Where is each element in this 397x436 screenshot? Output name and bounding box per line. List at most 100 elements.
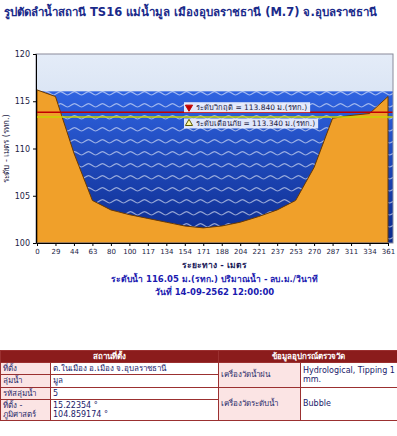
warning-label: ระดับเตือนภัย = 113.340 ม.(รทก.) <box>196 119 315 128</box>
x-tick: 117 <box>142 243 155 256</box>
x-tick-label: 80 <box>107 248 116 256</box>
x-tick-mark <box>296 243 297 246</box>
warning-line <box>36 116 393 118</box>
x-tick-mark <box>333 243 334 246</box>
x-tick: 29 <box>52 243 61 256</box>
x-tick-label: 334 <box>363 248 377 256</box>
x-tick-mark <box>111 243 112 246</box>
device-value: Hydrological, Tipping 1 mm. <box>301 363 397 387</box>
x-tick-mark <box>240 243 241 246</box>
y-tick-mark <box>33 243 36 244</box>
row-value: มูล <box>51 375 219 387</box>
x-tick-label: 311 <box>345 248 358 256</box>
x-tick-mark <box>351 243 352 246</box>
critical-label-group: ระดับวิกฤติ = 113.840 ม.(รทก.) <box>184 102 310 112</box>
y-axis: 100 105 110 115 120 <box>15 50 37 248</box>
warning-label-bg <box>184 118 318 128</box>
y-tick-label: 100 <box>15 239 30 248</box>
x-tick-mark <box>277 243 278 246</box>
row-label: ที่ตั้ง - ภูมิศาสตร์ <box>1 399 51 420</box>
x-tick-label: 44 <box>70 248 79 256</box>
x-tick: 253 <box>289 243 302 256</box>
x-tick-label: 287 <box>326 248 339 256</box>
x-tick-mark <box>185 243 186 246</box>
x-tick: 0 <box>35 243 39 256</box>
device-label: เครื่องวัดน้ำฝน <box>219 363 301 387</box>
y-tick: 115 <box>15 97 36 106</box>
x-tick-label: 154 <box>179 248 193 256</box>
y-tick: 120 <box>15 50 36 59</box>
x-tick: 311 <box>345 243 358 256</box>
x-tick-mark <box>203 243 204 246</box>
device-value: Bubble <box>301 387 397 421</box>
row-value-text: มูล <box>53 376 63 385</box>
y-tick-mark <box>33 101 36 102</box>
x-tick: 171 <box>197 243 210 256</box>
row-value: 15.22354 °104.859174 ° <box>51 399 219 420</box>
critical-label: ระดับวิกฤติ = 113.840 ม.(รทก.) <box>196 103 307 112</box>
x-axis-line <box>38 244 389 247</box>
table-row: รหัสลุ่มน้ำ5เครื่องวัดระดับน้ำBubble <box>1 387 397 399</box>
warning-symbol <box>185 119 192 125</box>
y-tick-label: 105 <box>15 192 30 201</box>
x-tick-label: 361 <box>382 248 395 256</box>
x-tick-mark <box>37 243 38 246</box>
row-value-text: 5 <box>53 389 58 398</box>
y-tick: 105 <box>15 192 36 201</box>
x-tick-label: 117 <box>142 248 155 256</box>
x-tick-label: 100 <box>123 248 136 256</box>
x-tick-mark <box>129 243 130 246</box>
x-tick-mark <box>148 243 149 246</box>
x-tick-label: 63 <box>88 248 97 256</box>
y-tick-label: 110 <box>15 145 30 154</box>
device-label: เครื่องวัดระดับน้ำ <box>219 387 301 421</box>
x-tick-label: 237 <box>271 248 284 256</box>
title: รูปตัดลำน้ำสถานี TS16 แม่น้ำมูล เมืองอุบ… <box>4 3 377 20</box>
x-tick: 80 <box>107 243 116 256</box>
row-value: ต.ในเมือง อ.เมือง จ.อุบลราชธานี <box>51 363 219 375</box>
x-tick-mark <box>370 243 371 246</box>
x-tick-label: 0 <box>35 248 39 256</box>
x-tick-label: 188 <box>216 248 229 256</box>
warning-label-group: ระดับเตือนภัย = 113.340 ม.(รทก.) <box>184 118 318 128</box>
wave <box>36 92 393 95</box>
x-tick: 188 <box>216 243 229 256</box>
x-tick: 361 <box>382 243 395 256</box>
table-header: ข้อมูลอุปกรณ์ตรวจวัด <box>219 351 397 363</box>
chart: รูปตัดลำน้ำสถานี TS16 แม่น้ำมูล เมืองอุบ… <box>0 0 397 340</box>
x-tick: 204 <box>234 243 248 256</box>
x-tick-mark <box>259 243 260 246</box>
x-tick-mark <box>388 243 389 246</box>
info-table: สถานที่ตั้งข้อมูลอุปกรณ์ตรวจวัดที่ตั้งต.… <box>0 350 397 421</box>
plot-background <box>36 54 393 243</box>
x-tick: 100 <box>123 243 136 256</box>
x-axis-title: ระยะทาง - เมตร <box>182 260 246 270</box>
plot-area <box>36 90 393 243</box>
x-tick-mark <box>92 243 93 246</box>
x-tick: 134 <box>160 243 174 256</box>
x-tick-label: 29 <box>52 248 61 256</box>
x-tick-mark <box>166 243 167 246</box>
y-tick-mark <box>33 149 36 150</box>
x-tick-label: 253 <box>289 248 302 256</box>
x-tick: 287 <box>326 243 339 256</box>
x-tick-mark <box>222 243 223 246</box>
table-row: ที่ตั้งต.ในเมือง อ.เมือง จ.อุบลราชธานีเค… <box>1 363 397 375</box>
critical-label-bg <box>184 102 310 112</box>
row-value: 5 <box>51 387 219 399</box>
x-tick: 221 <box>252 243 265 256</box>
y-axis-line <box>33 55 37 244</box>
x-tick: 44 <box>70 243 79 256</box>
x-tick: 237 <box>271 243 284 256</box>
row-label: ที่ตั้ง <box>1 363 51 375</box>
x-tick-mark <box>314 243 315 246</box>
x-tick: 63 <box>88 243 97 256</box>
row-label: ลุ่มน้ำ <box>1 375 51 387</box>
x-tick: 154 <box>179 243 193 256</box>
row-value-text: ต.ในเมือง อ.เมือง จ.อุบลราชธานี <box>53 364 166 373</box>
y-tick: 100 <box>15 239 36 248</box>
table-header-row: สถานที่ตั้งข้อมูลอุปกรณ์ตรวจวัด <box>1 351 397 363</box>
x-tick-mark <box>55 243 56 246</box>
x-tick-label: 134 <box>160 248 174 256</box>
table-header: สถานที่ตั้ง <box>1 351 219 363</box>
